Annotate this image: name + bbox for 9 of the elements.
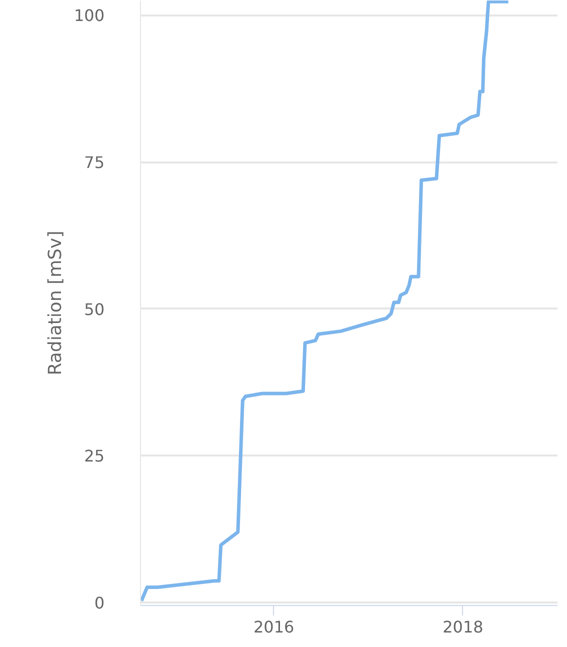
x-tick-label: 2016 bbox=[253, 618, 294, 636]
y-tick-label: 75 bbox=[84, 153, 104, 172]
x-tick-label: 2018 bbox=[442, 618, 484, 636]
line-series bbox=[140, 0, 510, 603]
y-tick-label: 50 bbox=[84, 300, 104, 319]
y-tick-label: 25 bbox=[84, 446, 104, 466]
y-tick-label: 100 bbox=[74, 6, 105, 26]
y-axis-title: Radiation [mSv] bbox=[44, 230, 66, 376]
y-tick-label: 0 bbox=[94, 594, 105, 613]
